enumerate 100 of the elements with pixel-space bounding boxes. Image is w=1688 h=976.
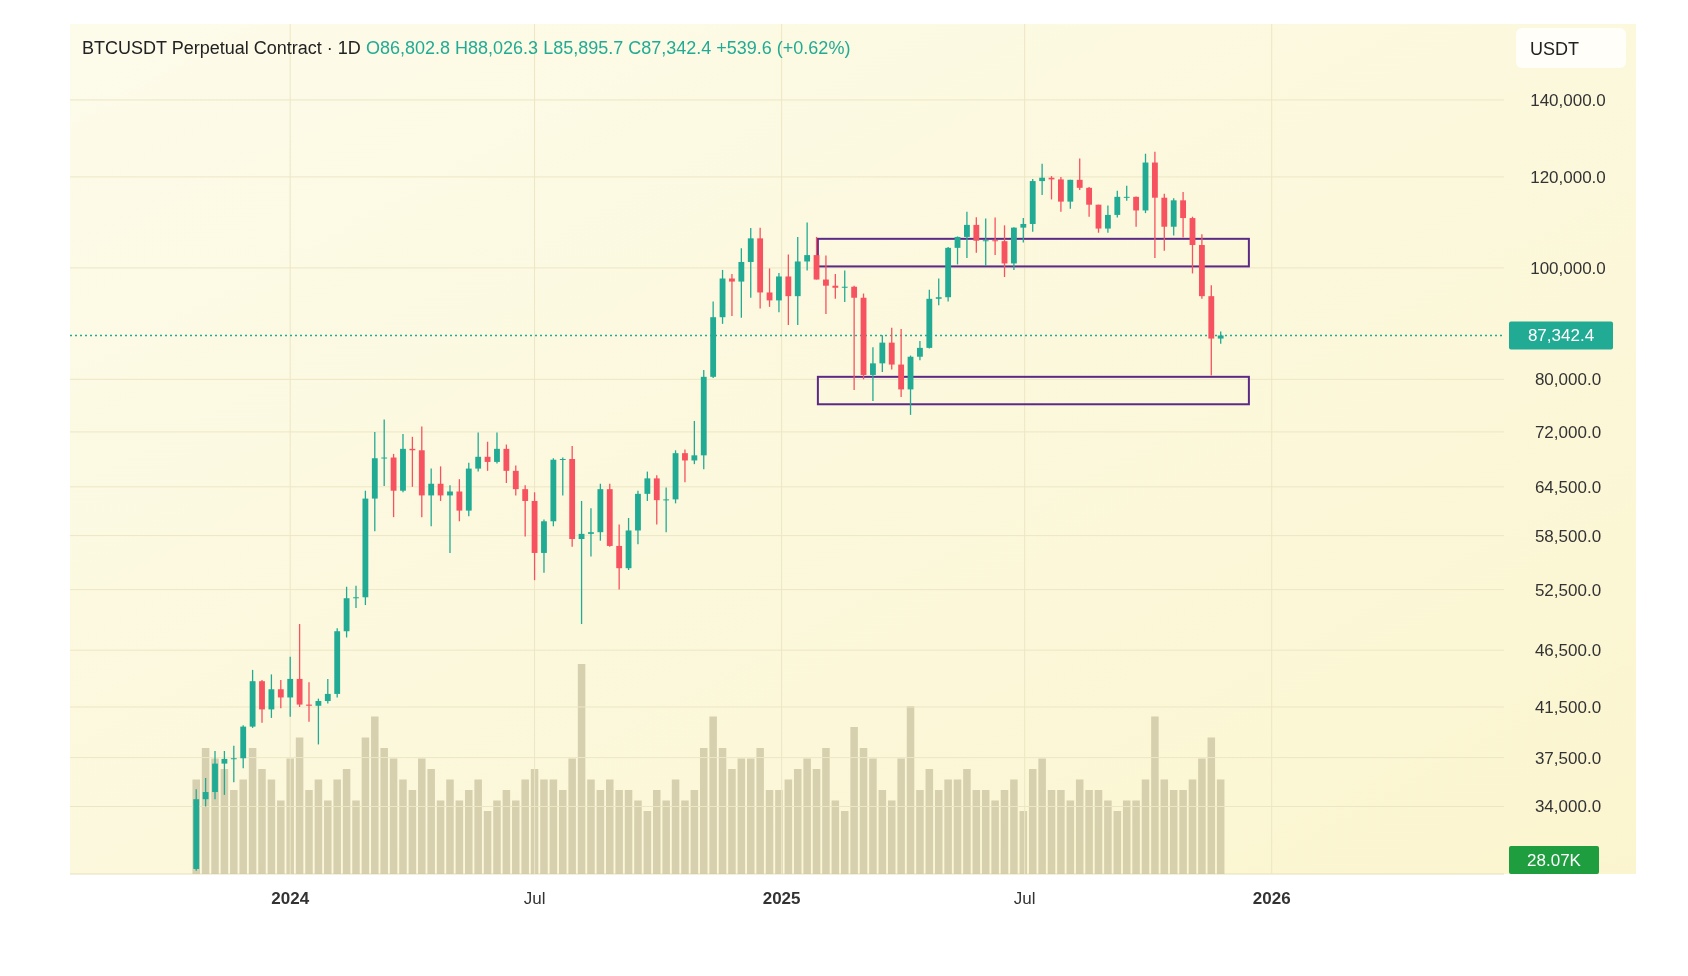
candlestick bbox=[287, 656, 294, 718]
bar bbox=[295, 737, 304, 874]
bar bbox=[1104, 800, 1112, 874]
bar bbox=[446, 779, 454, 874]
bar bbox=[1151, 716, 1159, 874]
bar bbox=[1198, 758, 1206, 874]
candlestick bbox=[823, 254, 829, 315]
bar bbox=[822, 748, 830, 874]
bar bbox=[577, 664, 586, 874]
bar bbox=[728, 769, 736, 874]
candlestick bbox=[1076, 157, 1083, 191]
candlestick bbox=[776, 272, 782, 313]
bar bbox=[916, 790, 924, 874]
y-tick-label: 64,500.0 bbox=[1534, 477, 1602, 497]
candlestick bbox=[1133, 195, 1140, 228]
candlestick bbox=[964, 211, 970, 259]
candlestick bbox=[804, 221, 811, 272]
y-tick-label: 37,500.0 bbox=[1534, 748, 1602, 768]
y-tick-label: 140,000.0 bbox=[1530, 90, 1606, 110]
candlestick bbox=[522, 484, 529, 538]
bar bbox=[681, 800, 689, 874]
candlestick bbox=[559, 456, 566, 497]
bar bbox=[361, 737, 370, 874]
bar bbox=[587, 779, 595, 874]
candlestick bbox=[1104, 204, 1111, 234]
bar bbox=[624, 790, 633, 874]
bar bbox=[408, 790, 417, 874]
bar bbox=[483, 811, 492, 874]
bar bbox=[455, 800, 464, 874]
candlestick bbox=[324, 678, 331, 705]
candlestick bbox=[747, 227, 754, 299]
candlestick bbox=[691, 420, 698, 465]
candlestick bbox=[353, 585, 359, 609]
y-tick-label: 34,000.0 bbox=[1534, 797, 1602, 817]
bar bbox=[1141, 779, 1150, 874]
candlestick bbox=[1086, 186, 1093, 218]
bar bbox=[1216, 779, 1225, 874]
text: 28.07K bbox=[1527, 850, 1582, 870]
bar bbox=[493, 800, 501, 874]
bar bbox=[1028, 769, 1037, 874]
x-tick-label: Jul bbox=[1013, 889, 1036, 908]
bar bbox=[436, 800, 445, 874]
bar bbox=[1122, 800, 1131, 874]
bar bbox=[775, 790, 783, 874]
bar bbox=[840, 811, 849, 874]
bar bbox=[812, 769, 821, 874]
bar bbox=[934, 790, 943, 874]
bar bbox=[596, 790, 605, 874]
candlestick bbox=[202, 777, 209, 808]
candlestick bbox=[1180, 191, 1187, 239]
y-tick-label: 41,500.0 bbox=[1534, 697, 1602, 717]
y-axis-title: USDT bbox=[1530, 39, 1579, 59]
bar bbox=[953, 779, 962, 874]
y-tick-label: 80,000.0 bbox=[1534, 370, 1602, 390]
candlestick bbox=[277, 679, 284, 709]
candlestick bbox=[503, 443, 510, 484]
bar bbox=[963, 769, 971, 874]
candlestick bbox=[1114, 190, 1121, 219]
bar bbox=[1094, 790, 1103, 874]
bar bbox=[831, 800, 840, 874]
bar bbox=[897, 758, 905, 874]
candlestick bbox=[729, 273, 735, 317]
bar bbox=[718, 748, 727, 874]
bar bbox=[399, 779, 407, 874]
x-tick-label: 2026 bbox=[1252, 889, 1291, 908]
bar bbox=[981, 790, 990, 874]
candlestick bbox=[381, 418, 388, 487]
y-tick-label: 120,000.0 bbox=[1530, 167, 1606, 187]
candlestick bbox=[1067, 179, 1074, 210]
candlestick bbox=[512, 464, 519, 497]
bar bbox=[1038, 758, 1046, 874]
candlestick bbox=[738, 247, 745, 319]
candlestick bbox=[935, 277, 942, 306]
text: O86,802.8 H88,026.3 L85,895.7 C87,342.4 +539.6 (+0.62%) bbox=[366, 38, 851, 58]
bar bbox=[1010, 779, 1018, 874]
y-tick-label: 58,500.0 bbox=[1534, 526, 1602, 546]
bar bbox=[352, 800, 360, 874]
candlestick bbox=[268, 673, 275, 719]
candlestick bbox=[1020, 217, 1027, 244]
bar bbox=[634, 800, 642, 874]
bar bbox=[248, 748, 257, 874]
bar bbox=[869, 758, 877, 874]
candlestick bbox=[917, 340, 923, 361]
bar bbox=[1113, 811, 1122, 874]
bar bbox=[305, 790, 313, 874]
x-tick-label: Jul bbox=[523, 889, 546, 908]
candlestick bbox=[616, 523, 623, 591]
bar bbox=[1085, 790, 1093, 874]
bar bbox=[1057, 790, 1065, 874]
bar bbox=[991, 800, 999, 874]
bar bbox=[1169, 790, 1178, 874]
text: BTCUSDT Perpetual Contract · 1D bbox=[82, 38, 361, 58]
bar bbox=[972, 790, 981, 874]
bar bbox=[690, 790, 699, 874]
candlestick bbox=[428, 467, 435, 527]
candlestick bbox=[851, 285, 858, 391]
candlestick bbox=[682, 448, 688, 483]
bar bbox=[342, 769, 351, 874]
ref-line-label: 87,342.4 bbox=[1527, 326, 1595, 346]
bar bbox=[906, 706, 915, 874]
